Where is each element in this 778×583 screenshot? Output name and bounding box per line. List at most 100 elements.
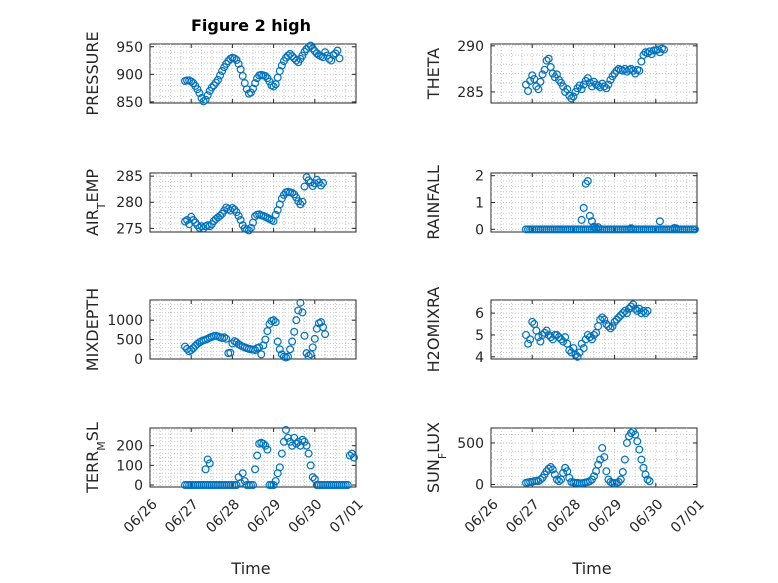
data-point (620, 306, 629, 315)
data-point (550, 470, 559, 479)
data-point (573, 352, 582, 361)
data-point (645, 477, 654, 486)
data-point (308, 343, 317, 352)
data-point (528, 317, 537, 326)
data-point (627, 224, 636, 233)
data-point (281, 425, 290, 434)
data-point (552, 475, 561, 484)
data-point (257, 350, 266, 359)
data-point (600, 82, 609, 91)
y-axis-label: AIRTEMP (83, 169, 108, 236)
y-tick-label: 900 (116, 67, 143, 83)
data-point (614, 478, 623, 487)
data-point (181, 217, 190, 226)
data-point (269, 82, 278, 91)
data-point (251, 79, 260, 88)
data-point (600, 315, 609, 324)
data-point (246, 88, 255, 97)
data-point (655, 217, 664, 226)
axes-box (490, 427, 698, 488)
data-point (598, 313, 607, 322)
data-point (286, 49, 295, 58)
data-point (544, 330, 553, 339)
data-point (253, 451, 262, 460)
data-point (571, 350, 580, 359)
data-point (538, 330, 547, 339)
data-point (596, 455, 605, 464)
y-tick-label: 6 (475, 306, 484, 322)
data-point (629, 300, 638, 309)
data-point (207, 83, 216, 92)
data-point (589, 472, 598, 481)
data-point (251, 346, 260, 355)
data-point (534, 333, 543, 342)
y-axis-label: SUNFLUX (424, 422, 449, 493)
data-point (618, 309, 627, 318)
data-point (641, 470, 650, 479)
data-point (205, 222, 214, 231)
data-point (203, 455, 212, 464)
data-point (261, 335, 270, 344)
data-point (608, 322, 617, 331)
data-point (298, 197, 307, 206)
y-tick-label: 285 (457, 85, 484, 101)
data-point (639, 306, 648, 315)
data-point (288, 441, 297, 450)
subplot-1: 850 900 950 PRESSURE (83, 31, 357, 116)
data-point (594, 460, 603, 469)
y-tick-label: 1 (475, 196, 484, 212)
data-point (542, 326, 551, 335)
data-point (587, 217, 596, 226)
y-tick-label: 1000 (107, 313, 143, 329)
data-point (271, 210, 280, 219)
y-axis-label: TERRMSL (83, 422, 108, 494)
y-axis-label: PRESSURE (83, 31, 102, 115)
data-point (292, 316, 301, 325)
data-point (251, 465, 260, 474)
data-point (635, 66, 644, 75)
data-point (203, 91, 212, 100)
data-point (583, 74, 592, 83)
data-point (542, 56, 551, 65)
data-point (298, 435, 307, 444)
data-point (554, 477, 563, 486)
data-point (347, 449, 356, 458)
subplot-5: 0 500 1000 MIXDEPTH (83, 288, 357, 371)
data-point (524, 87, 533, 96)
data-point (273, 337, 282, 346)
data-point (201, 95, 210, 104)
data-point (261, 441, 270, 450)
data-point (544, 464, 553, 473)
data-point (598, 443, 607, 452)
data-point (226, 348, 235, 357)
data-point (612, 66, 621, 75)
data-point (304, 351, 313, 360)
y-tick-label: 100 (116, 458, 143, 474)
data-point (690, 225, 699, 234)
y-tick-label: 850 (116, 95, 143, 111)
data-point (298, 51, 307, 60)
data-point (579, 203, 588, 212)
data-point (193, 339, 202, 348)
data-point (587, 335, 596, 344)
y-tick-label: 200 (116, 439, 143, 455)
data-point (222, 334, 231, 343)
data-point (300, 182, 309, 191)
data-point (284, 433, 293, 442)
data-point (275, 67, 284, 76)
x-axis-label: Time (571, 559, 611, 578)
data-point (333, 46, 342, 55)
data-point (329, 51, 338, 60)
data-point (672, 224, 681, 233)
data-point (296, 298, 305, 307)
data-point (271, 477, 280, 486)
data-point (236, 215, 245, 224)
data-point (306, 461, 315, 470)
data-point (577, 339, 586, 348)
data-point (232, 481, 241, 490)
y-tick-label: 275 (116, 221, 143, 237)
data-point (300, 331, 309, 340)
data-point (635, 304, 644, 313)
data-point (552, 70, 561, 79)
